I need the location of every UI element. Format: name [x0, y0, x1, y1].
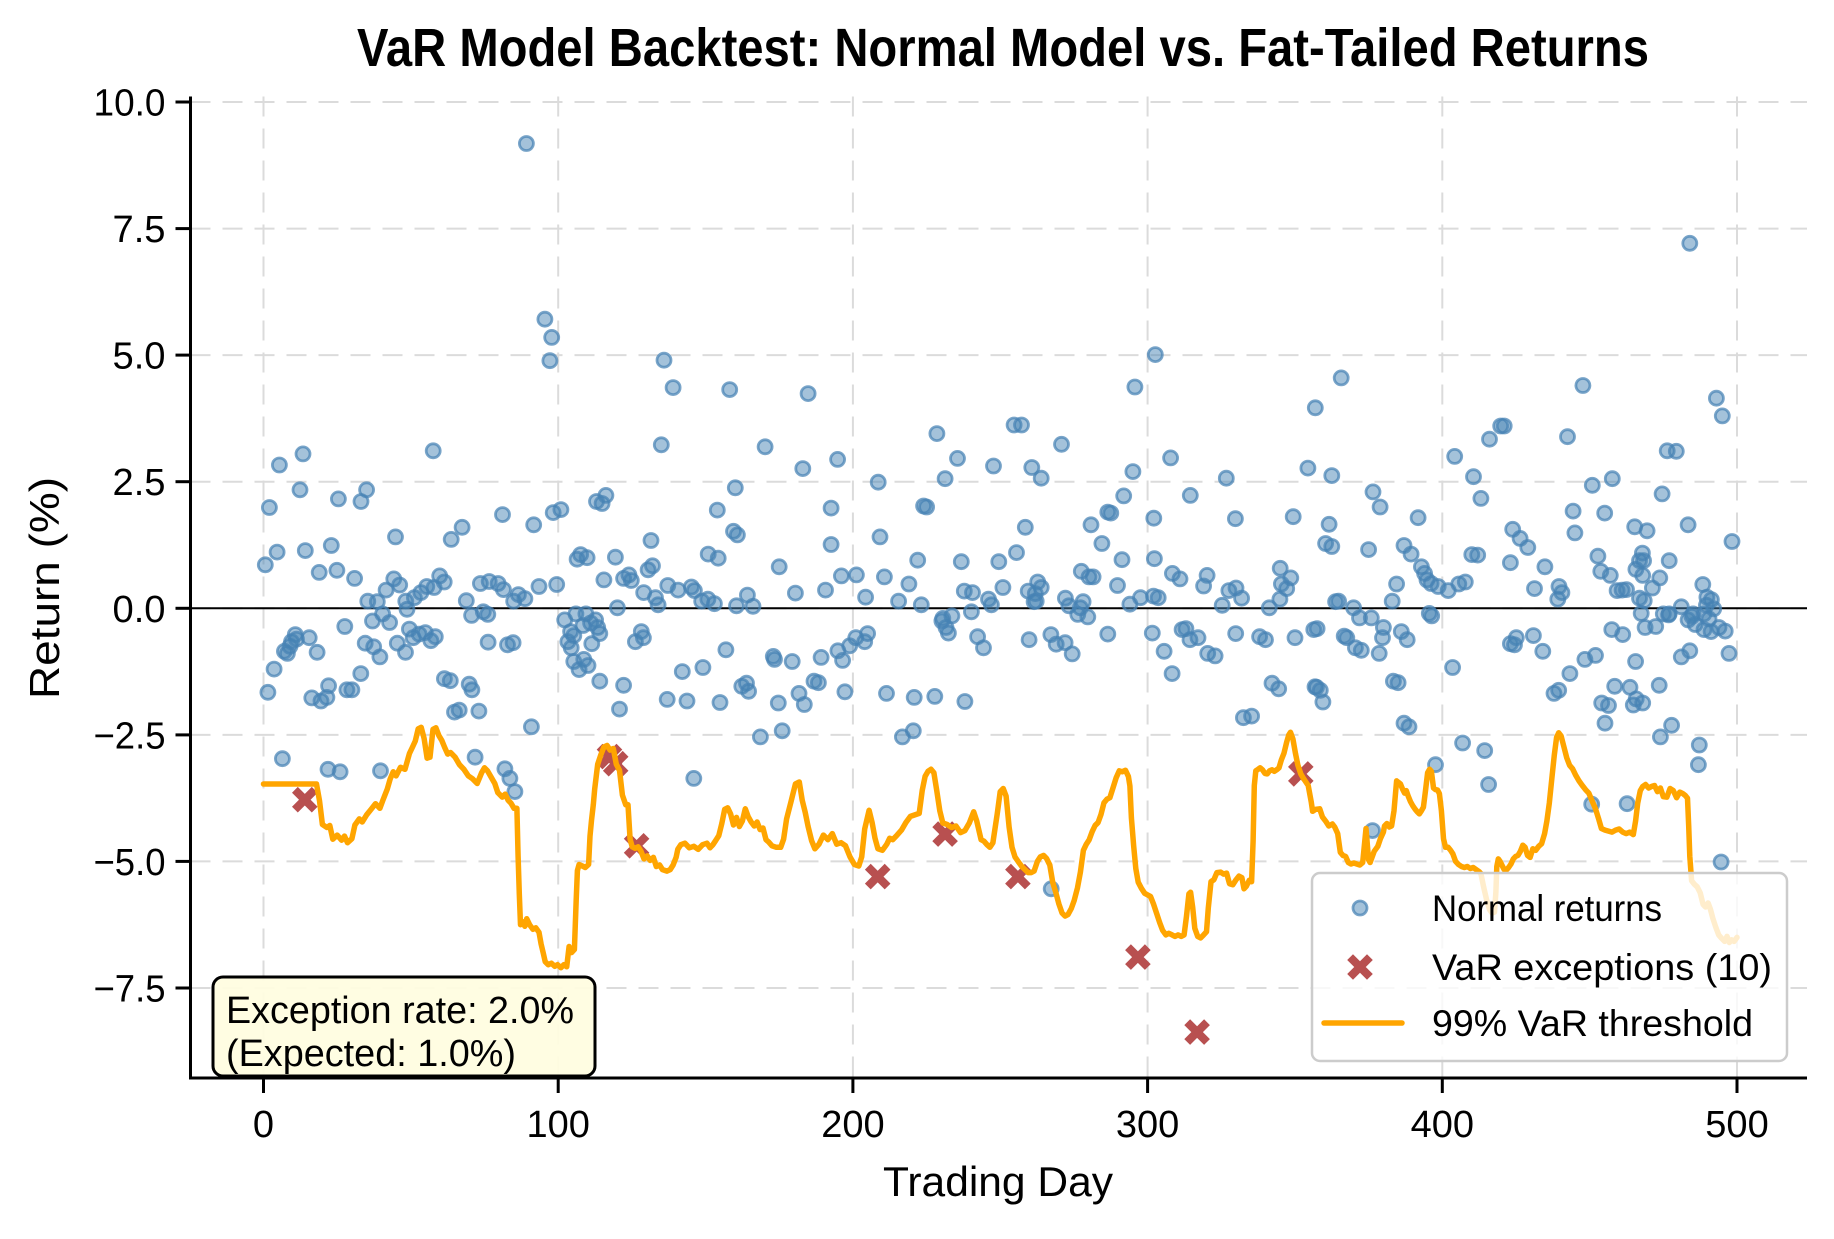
svg-text:2.5: 2.5: [113, 462, 166, 504]
svg-text:10.0: 10.0: [94, 83, 166, 125]
svg-text:Exception rate: 2.0%: Exception rate: 2.0%: [226, 990, 574, 1032]
svg-text:5.0: 5.0: [113, 336, 166, 378]
svg-text:300: 300: [1116, 1104, 1179, 1146]
svg-text:Trading Day: Trading Day: [883, 1158, 1113, 1205]
svg-text:7.5: 7.5: [113, 209, 166, 251]
svg-text:VaR Model Backtest: Normal Mod: VaR Model Backtest: Normal Model vs. Fat…: [357, 18, 1649, 78]
svg-text:−2.5: −2.5: [94, 715, 166, 757]
svg-text:100: 100: [526, 1104, 589, 1146]
svg-text:−7.5: −7.5: [94, 969, 166, 1011]
svg-text:−5.0: −5.0: [94, 842, 166, 884]
svg-text:(Expected: 1.0%): (Expected: 1.0%): [226, 1033, 516, 1075]
svg-text:200: 200: [821, 1104, 884, 1146]
svg-text:400: 400: [1411, 1104, 1474, 1146]
svg-text:99% VaR threshold: 99% VaR threshold: [1432, 1003, 1753, 1044]
svg-text:Return (%): Return (%): [21, 477, 68, 699]
svg-text:0.0: 0.0: [113, 589, 166, 631]
svg-text:0: 0: [253, 1104, 274, 1146]
svg-text:500: 500: [1705, 1104, 1768, 1146]
svg-text:VaR exceptions (10): VaR exceptions (10): [1432, 947, 1772, 988]
svg-text:Normal returns: Normal returns: [1432, 888, 1662, 929]
